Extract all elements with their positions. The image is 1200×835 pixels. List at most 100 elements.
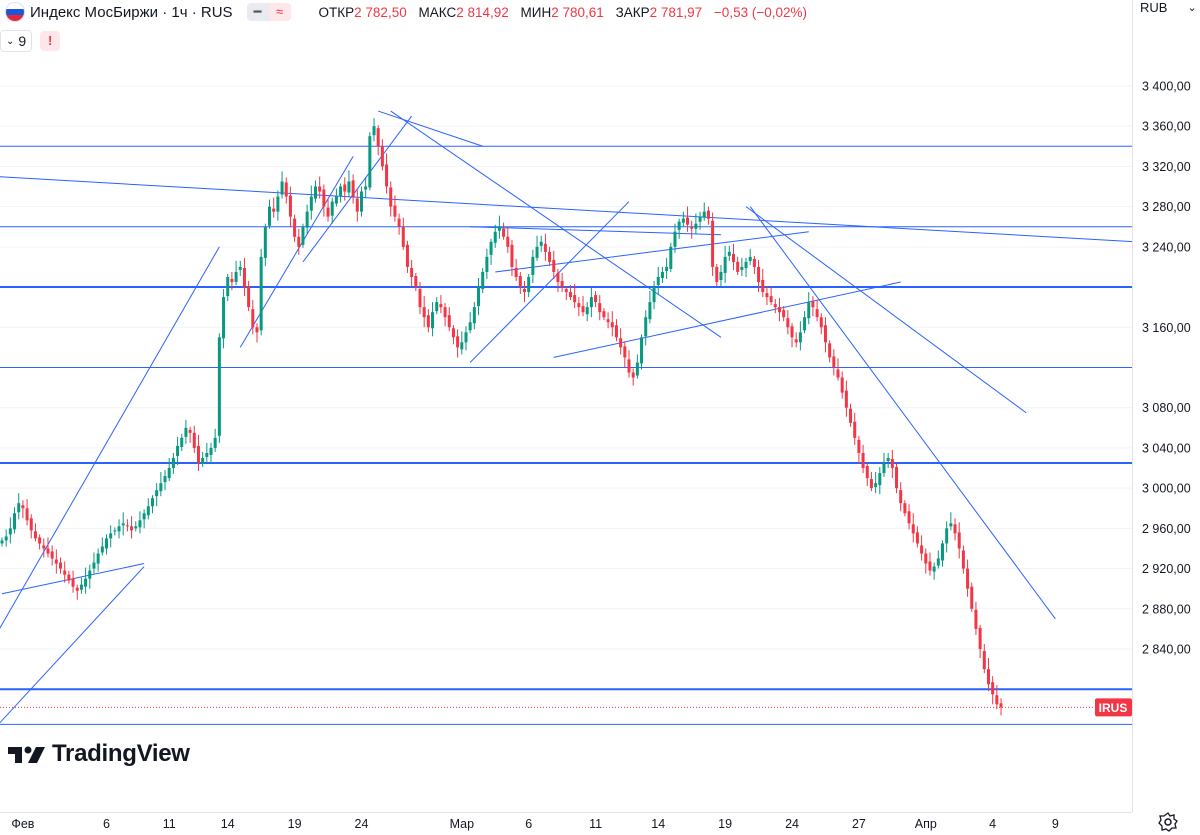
tradingview-logo[interactable]: TradingView <box>8 740 190 768</box>
candle-body <box>472 307 476 324</box>
candle-body <box>113 530 117 532</box>
candle-body <box>280 181 284 195</box>
candle-body <box>464 332 468 343</box>
time-axis[interactable]: Фев 6 11 14 19 24 Мар 6 11 14 19 24 27 Апр 4 9 <box>0 812 1132 832</box>
candle-body <box>732 253 735 262</box>
candle-body <box>330 201 334 216</box>
candle-body <box>17 503 21 513</box>
price-axis-bg <box>1132 0 1200 835</box>
candle-body <box>961 550 965 569</box>
candle-body <box>209 447 213 455</box>
candle-body <box>439 304 443 308</box>
candle-body <box>560 281 564 288</box>
warning-icon[interactable]: ! <box>40 31 61 51</box>
candle-body <box>665 266 669 271</box>
chevron-down-icon[interactable]: ⌄ <box>1187 2 1197 14</box>
candle-body <box>100 546 104 553</box>
candle-body <box>543 243 547 252</box>
x-tick-label: 14 <box>651 817 665 831</box>
wave-icon[interactable]: ≈ <box>268 3 291 21</box>
x-tick-label: Фев <box>11 817 34 831</box>
candle-body <box>326 207 330 217</box>
candle-body <box>786 318 790 328</box>
candle-body <box>176 445 180 456</box>
gear-icon[interactable] <box>1158 812 1178 832</box>
candle-body <box>343 184 347 192</box>
candle-body <box>552 259 556 272</box>
y-tick-label: 3 400,00 <box>1142 79 1191 93</box>
candle-body <box>272 208 276 212</box>
currency-selector[interactable]: RUB ⌄ <box>1140 0 1197 15</box>
candle-body <box>38 537 42 544</box>
candle-body <box>8 528 12 535</box>
candle-body <box>886 457 890 461</box>
x-tick-label: 14 <box>221 817 235 831</box>
candle-body <box>744 261 748 268</box>
candle-body <box>109 533 113 539</box>
candle-body <box>21 505 25 509</box>
candle-body <box>790 326 794 338</box>
candle-body <box>936 558 940 566</box>
candle-body <box>201 457 205 465</box>
candle-body <box>247 286 251 308</box>
candle-body <box>911 524 915 534</box>
symbol-title[interactable]: Индекс МосБиржи · 1ч · RUS <box>30 3 233 21</box>
x-tick-label: 11 <box>163 817 176 831</box>
candle-body <box>351 180 355 197</box>
candle-body <box>807 302 811 319</box>
candle-body <box>477 287 481 307</box>
candle-body <box>230 278 234 283</box>
candle-body <box>631 372 635 378</box>
candle-body <box>970 586 974 609</box>
candle-body <box>669 246 673 269</box>
display-toggle[interactable]: ━ ≈ <box>246 3 291 21</box>
candle-body <box>481 271 485 290</box>
candle-body <box>849 408 853 423</box>
candle-body <box>794 339 798 343</box>
y-tick-label: 3 360,00 <box>1142 120 1191 134</box>
trendline <box>749 206 1056 620</box>
candle-body <box>861 452 865 469</box>
y-tick-label: 3 080,00 <box>1142 401 1191 415</box>
minus-icon[interactable]: ━ <box>246 3 269 21</box>
candle-body <box>192 432 196 448</box>
flag-icon <box>6 3 24 21</box>
candle-body <box>426 315 430 328</box>
y-tick-label: 2 840,00 <box>1142 643 1191 657</box>
candle-body <box>67 574 71 581</box>
candle-body <box>171 457 175 469</box>
candle-body <box>594 295 598 303</box>
candle-body <box>815 309 819 318</box>
y-tick-label: 3 040,00 <box>1142 441 1191 455</box>
indicator-bar: ⌄ 9 ! <box>0 30 61 52</box>
candle-body <box>359 191 363 212</box>
indicator-toggle[interactable]: ⌄ 9 <box>0 30 33 52</box>
y-tick-label: 2 880,00 <box>1142 602 1191 616</box>
candle-body <box>196 445 200 463</box>
candle-body <box>456 336 460 348</box>
candle-body <box>740 266 744 270</box>
candle-body <box>234 271 238 283</box>
trendline <box>0 246 220 629</box>
candle-body <box>255 327 259 333</box>
candle-body <box>957 532 961 549</box>
chevron-down-icon[interactable]: ⌄ <box>6 35 15 47</box>
candle-body <box>92 562 96 569</box>
candle-body <box>698 216 702 222</box>
candle-body <box>117 526 121 532</box>
candle-body <box>853 421 857 438</box>
candle-body <box>999 703 1003 708</box>
price-axis[interactable]: 3 400,00 3 360,00 3 320,00 3 280,00 3 240,00… <box>1132 0 1200 835</box>
candle-body <box>598 303 602 313</box>
candle-body <box>322 189 326 207</box>
x-tick-label: 11 <box>589 817 602 831</box>
candle-body <box>535 246 539 258</box>
candle-body <box>623 346 627 358</box>
candle-body <box>857 439 861 453</box>
candle-body <box>694 223 698 229</box>
candle-body <box>489 241 493 255</box>
x-tick-label: 9 <box>1052 817 1059 831</box>
candle-body <box>652 287 656 303</box>
candle-body <box>159 483 163 492</box>
